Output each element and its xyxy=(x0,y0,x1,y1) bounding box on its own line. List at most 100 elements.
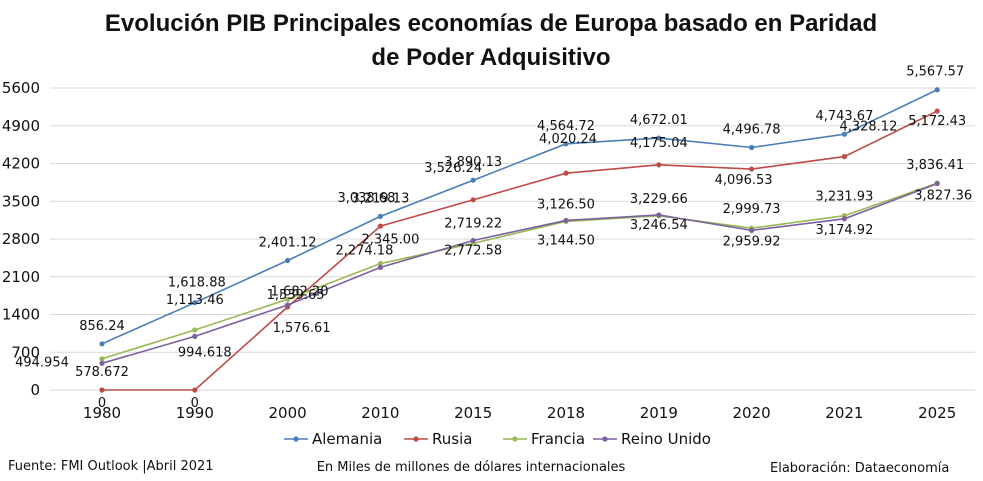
data-label: 3,174.92 xyxy=(815,223,873,238)
data-label: 994.618 xyxy=(178,345,232,360)
data-label: 1,618.88 xyxy=(168,276,226,291)
x-tick-label: 2019 xyxy=(640,404,678,422)
y-tick-label: 5600 xyxy=(2,79,40,97)
series-line-rusia xyxy=(102,110,938,391)
data-label: 3,219.13 xyxy=(351,191,409,206)
data-point xyxy=(377,213,383,219)
series-line-francia xyxy=(101,182,938,360)
x-tick-label: 2015 xyxy=(454,404,492,422)
data-label: 0 xyxy=(98,396,106,411)
legend-item-francia: Francia xyxy=(503,430,585,448)
credit-note: Elaboración: Dataeconomía xyxy=(770,461,949,476)
data-label: 1,113.46 xyxy=(166,293,224,308)
data-point xyxy=(99,360,105,366)
y-tick-label: 700 xyxy=(11,343,40,361)
data-label: 2,345.00 xyxy=(361,233,419,248)
series-line-reino-unido xyxy=(101,182,938,365)
data-label: 4,328.12 xyxy=(839,120,897,135)
x-axis-ticks: 1980 1990 2000 2010 2015 2018 2019 2020 2021 2025 xyxy=(83,404,956,422)
data-point xyxy=(99,387,105,393)
data-point xyxy=(656,135,662,141)
data-point xyxy=(934,180,940,187)
data-point xyxy=(656,162,662,168)
data-point xyxy=(470,197,476,203)
data-point xyxy=(841,153,848,160)
x-tick-label: 2018 xyxy=(547,404,585,422)
chart-title-line-2: de Poder Adquisitivo xyxy=(371,44,610,71)
legend-label: Reino Unido xyxy=(621,430,711,448)
data-label: 3,836.41 xyxy=(906,158,964,173)
data-label: 3,246.54 xyxy=(630,218,688,233)
legend: Alemania Rusia Francia Reino Unido xyxy=(284,430,711,448)
chart-title-line-1: Evolución PIB Principales economías de E… xyxy=(105,10,877,37)
data-label: 2,274.18 xyxy=(335,243,393,258)
data-label: 3,144.50 xyxy=(537,233,595,248)
data-point xyxy=(377,264,383,270)
data-label: 4,096.53 xyxy=(715,173,773,188)
data-point xyxy=(470,177,476,183)
data-label: 4,564.72 xyxy=(537,119,595,134)
x-tick-label: 1990 xyxy=(176,404,214,422)
data-point xyxy=(470,237,476,244)
data-label: 3,827.36 xyxy=(914,189,972,204)
data-point xyxy=(749,166,755,172)
data-point xyxy=(563,141,569,147)
units-note: En Miles de millones de dólares internac… xyxy=(317,460,626,475)
data-point xyxy=(934,87,940,93)
data-point xyxy=(563,217,569,224)
legend-label: Alemania xyxy=(312,430,382,448)
data-label: 856.24 xyxy=(79,319,125,334)
x-tick-label: 2020 xyxy=(733,404,771,422)
data-label: 3,890.13 xyxy=(444,155,502,170)
data-label: 4,175.04 xyxy=(630,136,688,151)
data-label: 2,999.73 xyxy=(723,202,781,217)
x-tick-label: 2021 xyxy=(825,404,863,422)
data-point xyxy=(841,216,848,222)
data-label: 3,038.68 xyxy=(337,191,395,206)
data-label: 4,672.01 xyxy=(630,113,688,128)
data-point xyxy=(192,300,198,306)
data-point xyxy=(192,387,198,393)
data-label: 2,959.92 xyxy=(723,234,781,249)
data-point xyxy=(841,131,848,137)
data-labels: 856.24 1,618.88 2,401.12 3,219.13 3,890.13 4,… xyxy=(15,65,972,411)
data-point xyxy=(285,302,291,308)
data-point xyxy=(656,212,662,218)
legend-item-alemania: Alemania xyxy=(284,430,382,448)
y-axis-ticks: 0 700 1400 2100 2800 3500 4200 4900 5600 xyxy=(2,79,40,399)
gridlines xyxy=(50,87,975,391)
x-tick-label: 2000 xyxy=(269,404,307,422)
source-note: Fuente: FMI Outlook |Abril 2021 xyxy=(8,459,214,474)
y-tick-label: 4200 xyxy=(2,155,40,173)
data-label: 5,172.43 xyxy=(908,114,966,129)
series-line-alemania xyxy=(101,89,938,345)
data-point xyxy=(192,333,198,339)
y-tick-label: 3500 xyxy=(2,192,40,210)
data-point xyxy=(749,144,755,151)
x-tick-label: 2010 xyxy=(361,404,399,422)
data-label: 494.954 xyxy=(15,355,69,370)
data-label: 3,229.66 xyxy=(630,192,688,207)
data-label: 4,496.78 xyxy=(723,122,781,137)
data-point xyxy=(285,296,291,302)
data-point xyxy=(377,260,383,267)
data-label: 3,526.24 xyxy=(424,161,482,176)
data-point xyxy=(99,356,105,362)
data-label: 578.672 xyxy=(75,365,129,380)
data-label: 2,719.22 xyxy=(444,216,502,231)
y-tick-label: 0 xyxy=(30,381,40,399)
legend-swatch-marker xyxy=(413,436,419,442)
data-label: 2,401.12 xyxy=(259,236,317,251)
series-group xyxy=(99,87,940,393)
y-tick-label: 4900 xyxy=(2,117,40,135)
data-label: 3,126.50 xyxy=(537,197,595,212)
y-tick-label: 2800 xyxy=(2,230,40,248)
legend-item-rusia: Rusia xyxy=(404,430,472,448)
data-label: 0 xyxy=(191,396,199,411)
data-point xyxy=(563,170,569,176)
data-point xyxy=(749,227,755,233)
data-label: 4,743.67 xyxy=(815,109,873,124)
legend-swatch-marker xyxy=(293,436,299,442)
